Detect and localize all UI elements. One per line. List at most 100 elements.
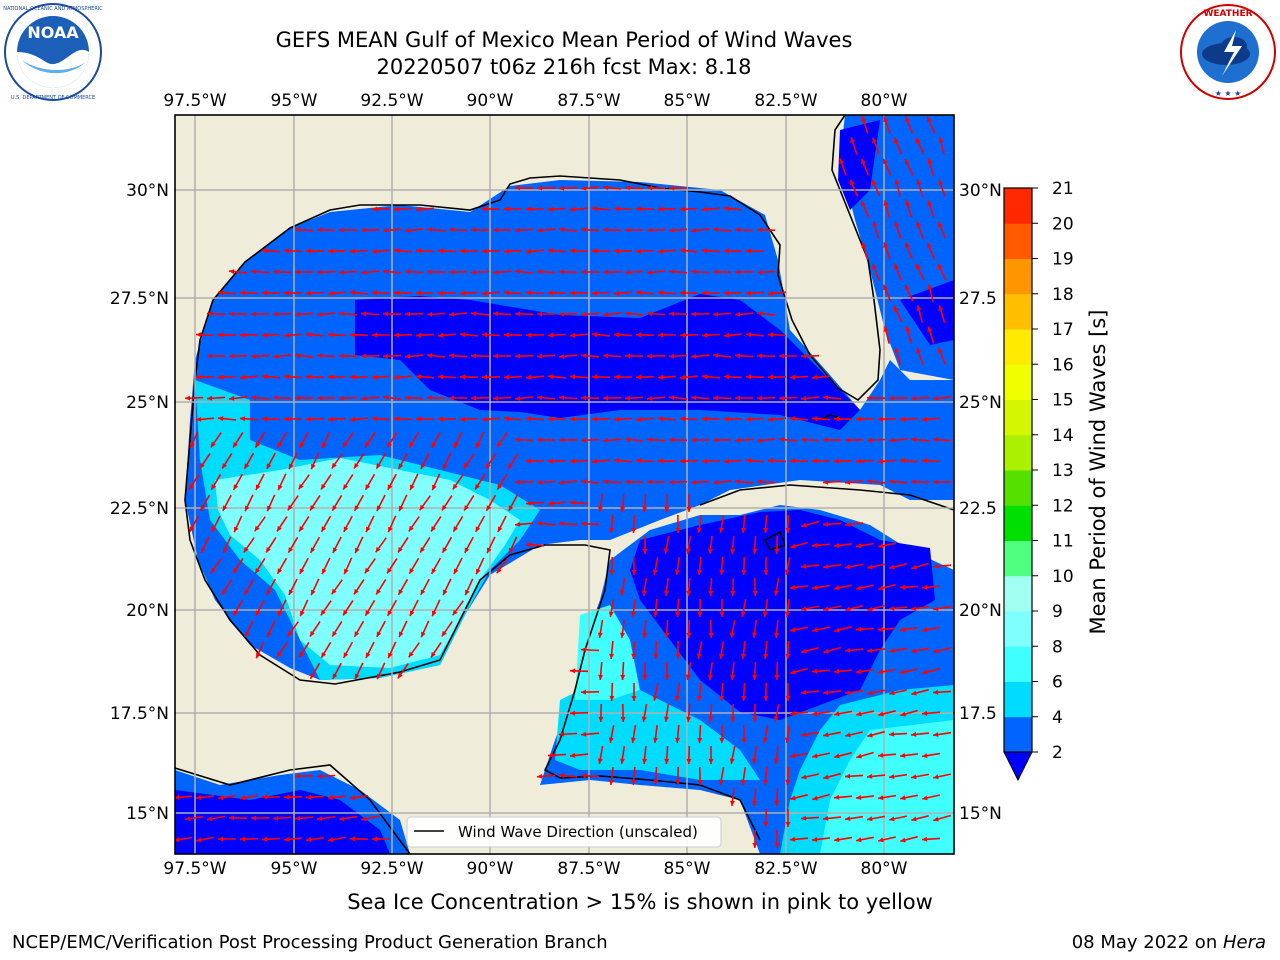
wind-wave-arrowhead — [752, 800, 758, 806]
wind-wave-arrowhead — [394, 416, 400, 422]
wind-wave-arrowhead — [416, 332, 422, 338]
wind-wave-arrowhead — [664, 758, 670, 764]
wind-wave-arrowhead — [735, 311, 741, 317]
wind-wave-arrowhead — [278, 610, 283, 617]
wind-wave-arrowhead — [201, 547, 206, 554]
wind-wave-arrowhead — [603, 269, 609, 275]
wind-wave-arrowhead — [287, 504, 293, 511]
wind-wave-arrowhead — [911, 816, 917, 822]
wind-wave-arrowhead — [658, 332, 663, 338]
wind-wave-arrowhead — [409, 568, 415, 574]
wind-wave-arrowhead — [603, 395, 608, 401]
colorbar-tick-label: 21 — [1052, 179, 1074, 199]
wind-wave-arrowhead — [856, 458, 862, 464]
wind-wave-arrowhead — [746, 332, 752, 338]
wind-wave-arrowhead — [317, 269, 323, 275]
wind-wave-arrowhead — [889, 648, 895, 654]
wind-wave-arrowhead — [675, 654, 681, 659]
wind-wave-arrowhead — [691, 437, 696, 443]
wind-wave-arrowhead — [785, 822, 791, 827]
wind-wave-arrowhead — [350, 836, 355, 842]
wind-wave-arrowhead — [408, 651, 414, 658]
wind-wave-arrowhead — [526, 332, 531, 338]
wind-wave-arrowhead — [669, 311, 674, 317]
wind-wave-arrowhead — [834, 585, 840, 591]
wind-wave-arrowhead — [823, 690, 829, 695]
wind-wave-arrowhead — [911, 606, 917, 611]
wind-wave-arrowhead — [189, 526, 195, 532]
wind-wave-arrowhead — [475, 484, 480, 490]
wind-wave-arrowhead — [911, 479, 917, 485]
wind-wave-arrowhead — [339, 227, 344, 233]
wind-wave-arrowhead — [322, 568, 327, 575]
wind-wave-arrowhead — [927, 284, 933, 290]
wind-wave-arrowhead — [839, 158, 844, 165]
wind-wave-arrowhead — [878, 585, 884, 591]
wind-wave-arrowhead — [229, 353, 235, 359]
wind-wave-arrowhead — [653, 611, 659, 617]
wind-wave-arrowhead — [397, 672, 403, 679]
wind-wave-arrowhead — [801, 353, 807, 359]
lat-label-left: 25°N — [126, 393, 169, 413]
wind-wave-arrowhead — [916, 137, 921, 144]
wind-wave-arrowhead — [443, 589, 448, 596]
wind-wave-arrowhead — [883, 284, 888, 291]
wind-wave-arrowhead — [856, 669, 862, 674]
wind-wave-arrowhead — [933, 395, 939, 401]
wind-wave-arrowhead — [894, 221, 900, 227]
wind-wave-arrowhead — [823, 564, 829, 569]
wind-wave-arrowhead — [938, 221, 943, 228]
wind-wave-arrowhead — [244, 463, 250, 469]
wind-wave-arrowhead — [526, 416, 532, 422]
west-gulf-6-8s — [215, 458, 520, 668]
wind-wave-arrowhead — [850, 179, 855, 186]
wind-wave-arrowhead — [196, 416, 202, 422]
wind-wave-arrowhead — [460, 374, 465, 380]
wind-wave-arrowhead — [388, 652, 393, 659]
wind-wave-arrowhead — [431, 568, 437, 574]
wind-wave-arrowhead — [691, 269, 697, 275]
wind-wave-arrowhead — [299, 442, 305, 448]
wind-wave-arrowhead — [620, 506, 626, 512]
wind-wave-arrowhead — [933, 774, 939, 780]
wind-wave-arrowhead — [332, 505, 338, 511]
wind-wave-arrowhead — [475, 526, 481, 532]
wind-wave-arrowhead — [515, 269, 521, 275]
wind-wave-arrowhead — [255, 568, 260, 574]
wind-wave-arrowhead — [790, 585, 796, 590]
wind-wave-arrowhead — [493, 311, 499, 317]
wind-wave-arrowhead — [938, 347, 943, 354]
wind-wave-arrowhead — [867, 690, 873, 696]
wind-wave-arrowhead — [872, 263, 877, 270]
wind-wave-arrowhead — [321, 483, 326, 490]
wind-wave-arrowhead — [317, 227, 323, 233]
wind-wave-arrowhead — [658, 458, 663, 464]
wind-wave-arrowhead — [559, 269, 565, 275]
wind-wave-arrowhead — [515, 437, 521, 443]
wind-wave-arrowhead — [653, 653, 659, 659]
wind-wave-arrowhead — [526, 458, 531, 464]
wind-wave-arrowhead — [652, 569, 658, 575]
wind-wave-arrowhead — [438, 332, 444, 338]
wind-wave-arrowhead — [889, 437, 895, 443]
wind-wave-arrowhead — [845, 521, 851, 527]
wind-wave-arrowhead — [548, 416, 554, 422]
wind-wave-arrowhead — [410, 484, 415, 491]
wind-wave-arrowhead — [460, 416, 466, 422]
wind-wave-arrowhead — [190, 442, 195, 449]
wind-wave-arrowhead — [636, 416, 642, 422]
colorbar-bin — [1004, 646, 1032, 682]
wind-wave-arrowhead — [185, 816, 191, 821]
wind-wave-arrowhead — [295, 269, 300, 275]
wind-wave-arrowhead — [680, 248, 686, 254]
wind-wave-arrowhead — [713, 227, 719, 233]
wind-wave-arrowhead — [922, 795, 928, 801]
caribbean-water-under-2s — [630, 510, 935, 720]
wind-wave-arrowhead — [608, 611, 614, 617]
wind-wave-arrowhead — [449, 227, 455, 233]
wind-wave-arrowhead — [328, 290, 334, 296]
wind-wave-arrowhead — [856, 416, 861, 422]
colorbar-label: Mean Period of Wind Waves [s] — [1086, 310, 1110, 635]
wind-wave-arrowhead — [581, 185, 587, 191]
wind-wave-arrowhead — [251, 353, 257, 359]
